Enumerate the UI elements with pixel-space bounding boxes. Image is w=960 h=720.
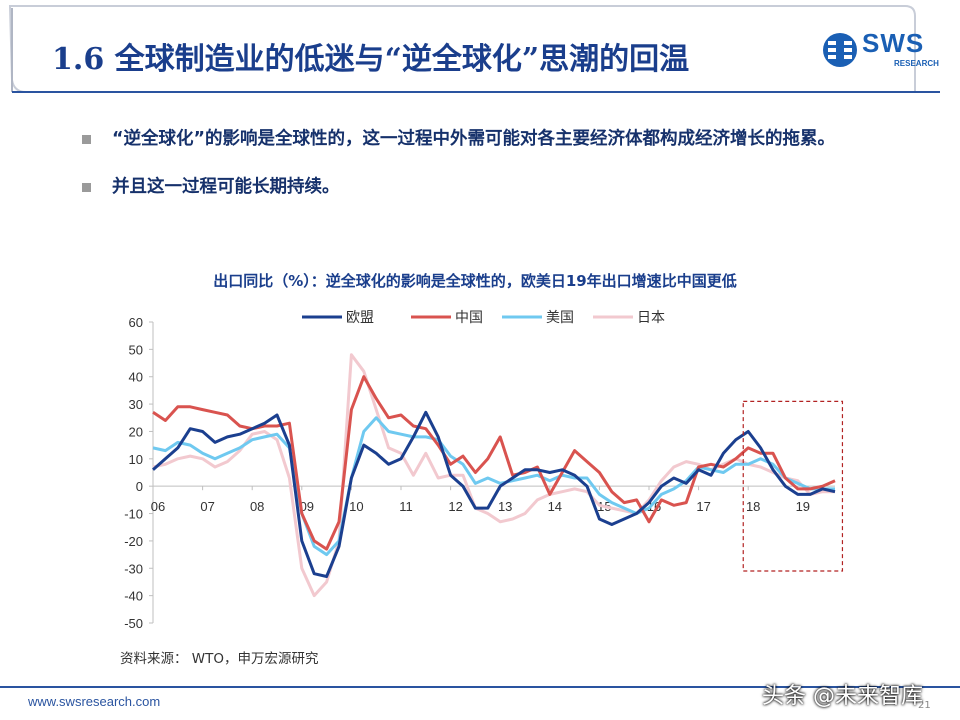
x-tick-label: 12 [448, 499, 462, 514]
y-tick-label: -40 [124, 589, 143, 604]
footer-url[interactable]: www.swsresearch.com [28, 694, 161, 709]
bullet-list: “逆全球化”的影响是全球性的，这一过程中外需可能对各主要经济体都构成经济增长的拖… [80, 124, 940, 220]
bullet-square-icon [82, 183, 91, 192]
bullet-item: “逆全球化”的影响是全球性的，这一过程中外需可能对各主要经济体都构成经济增长的拖… [80, 124, 940, 154]
title-bar: 1.6 全球制造业的低迷与“逆全球化”思潮的回温 SWS RESEARCH [0, 0, 960, 100]
sws-logo-icon [823, 33, 857, 67]
source-note: 资料来源： WTO，申万宏源研究 [120, 651, 319, 667]
y-tick-label: 60 [129, 315, 143, 330]
x-tick-label: 07 [200, 499, 214, 514]
y-tick-label: 30 [129, 397, 143, 412]
x-tick-label: 08 [250, 499, 264, 514]
watermark: 头条 @未来智库 [762, 684, 923, 709]
y-tick-label: 10 [129, 452, 143, 467]
y-tick-label: 50 [129, 342, 143, 357]
series-line-2 [152, 416, 835, 557]
series-line-0 [152, 410, 836, 578]
series-line-3 [152, 353, 835, 598]
y-tick-label: -50 [124, 616, 143, 631]
x-tick-label: 17 [696, 499, 710, 514]
y-tick-label: -10 [124, 507, 143, 522]
title-bar-shape [8, 5, 940, 93]
legend-label-0: 欧盟 [346, 310, 374, 326]
page-number: 21 [918, 700, 931, 711]
y-tick-label: 40 [129, 370, 143, 385]
legend-label-3: 日本 [637, 310, 665, 326]
legend-label-1: 中国 [455, 310, 483, 326]
bullet-item: 并且这一过程可能长期持续。 [80, 172, 940, 202]
chart-title-wrap: 出口同比（%）：逆全球化的影响是全球性的，欧美日19年出口增速比中国更低 [0, 270, 960, 291]
y-tick-label: -20 [124, 534, 143, 549]
bullet-text: “逆全球化”的影响是全球性的，这一过程中外需可能对各主要经济体都构成经济增长的拖… [112, 129, 835, 149]
sws-logo: SWS RESEARCH [822, 26, 942, 72]
highlight-box [742, 400, 844, 572]
y-tick-label: -30 [124, 561, 143, 576]
x-tick-label: 18 [746, 499, 760, 514]
chart-title: 出口同比（%）：逆全球化的影响是全球性的，欧美日19年出口增速比中国更低 [213, 272, 737, 290]
bullet-square-icon [82, 135, 91, 144]
footer-divider [0, 686, 960, 688]
y-tick-label: 20 [129, 424, 143, 439]
x-tick-label: 19 [796, 499, 810, 514]
y-tick-label: 0 [136, 479, 143, 494]
logo-subtext: RESEARCH [894, 59, 939, 68]
bullet-text: 并且这一过程可能长期持续。 [112, 177, 340, 197]
x-tick-label: 06 [151, 499, 165, 514]
export-growth-chart: 60 50 40 30 20 10 0 -10 -20 -30 -40 -50 06 07 08 09 10 11… [124, 310, 844, 631]
x-tick-label: 09 [300, 499, 314, 514]
series-line-1 [152, 375, 836, 551]
legend-label-2: 美国 [546, 310, 574, 326]
x-tick-label: 13 [498, 499, 512, 514]
page-title: 1.6 全球制造业的低迷与“逆全球化”思潮的回温 [52, 42, 690, 77]
x-tick-label: 14 [548, 499, 562, 514]
logo-text: SWS [862, 28, 925, 58]
x-tick-label: 10 [349, 499, 363, 514]
x-tick-label: 11 [399, 499, 413, 514]
